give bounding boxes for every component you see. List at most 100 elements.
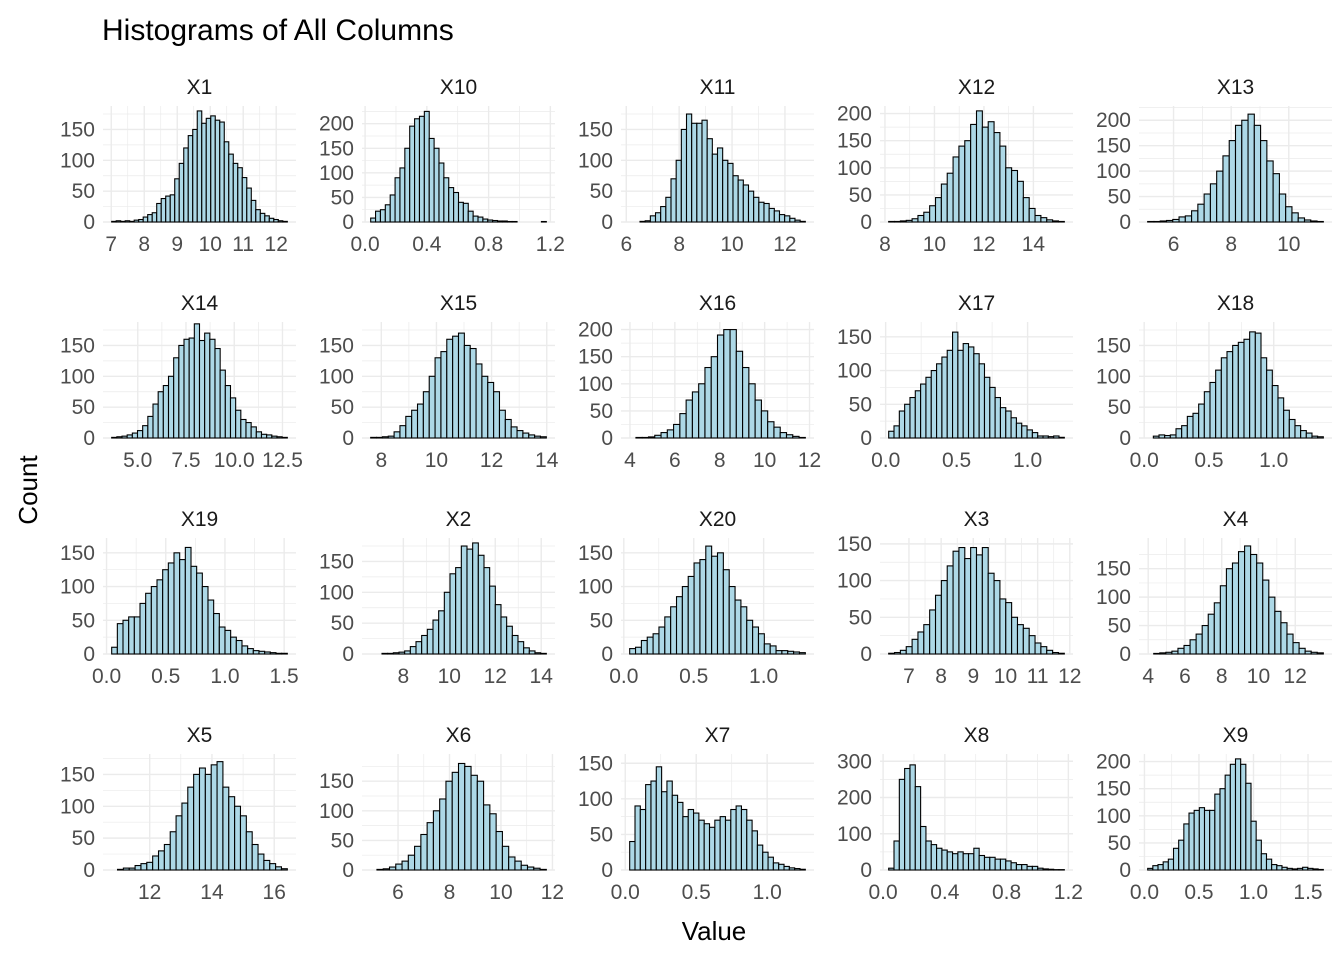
x-tick-label: 1.0 [753,881,782,904]
histogram-bar [1193,413,1199,438]
histogram-bar [661,433,667,438]
histogram-bar [1261,854,1266,870]
y-tick-label: 100 [1096,586,1131,609]
histogram-bar [674,424,680,438]
y-tick-label: 0 [1119,643,1131,666]
histogram-bar [1257,563,1263,654]
histogram-bar [725,820,730,870]
histogram-bar [377,437,383,438]
histogram-bar [471,775,477,870]
histogram-bar [176,816,182,870]
histogram-bar [1239,552,1245,654]
histogram-bar [773,863,778,870]
histogram-bar [1053,653,1059,654]
histogram-bar [741,607,747,654]
histogram-bar [1017,625,1023,654]
histogram-bar [1289,419,1295,438]
histogram-bar [498,221,503,222]
histogram-bar [1204,392,1210,438]
x-tick-label: 12 [1284,665,1307,688]
histogram-bar [947,350,952,438]
histogram-bar [1158,865,1163,870]
histogram-bar [180,560,186,654]
y-tick-label: 50 [1108,396,1131,419]
histogram-bar [789,868,794,870]
histogram-bar [912,219,918,222]
histogram-bar [769,208,774,222]
x-tick-label: 0.5 [679,665,708,688]
histogram-bar [1251,821,1256,870]
y-tick-label: 50 [1108,832,1131,855]
histogram-bar [256,210,261,222]
histogram-bar [524,648,530,654]
histogram-bar [175,179,180,222]
histogram-bar [710,827,715,870]
y-tick-label: 0 [1119,859,1131,882]
histogram-bar [723,570,729,654]
histogram-bar [112,221,117,222]
histogram-bar [182,803,188,870]
histogram-bar [390,867,396,870]
histogram-bar [889,431,894,438]
histogram-bar [1284,410,1290,438]
histogram-bar [678,802,683,870]
histogram-bar [1261,141,1267,222]
y-tick-label: 100 [319,162,354,185]
x-tick-label: 7 [903,665,915,688]
histogram-bar [1293,643,1299,654]
histogram-bar [490,586,496,654]
histogram-bar [151,587,157,654]
histogram-bar [653,634,659,654]
histogram-bar [793,436,799,438]
y-tick-label: 0 [1119,211,1131,234]
x-tick-label: 6 [1179,665,1191,688]
histogram-bar [755,400,761,438]
histogram-bar [215,349,220,438]
x-tick-label: 10 [1247,665,1270,688]
histogram-bar [1038,436,1043,438]
panel-title: X1 [187,76,213,99]
histogram-bar [231,637,237,654]
histogram-bar [202,123,207,222]
histogram-bar [1263,580,1269,654]
histogram-bar [1225,775,1230,870]
y-tick-label: 0 [601,427,613,450]
y-tick-label: 50 [849,184,872,207]
histogram-bar [947,852,952,870]
histogram-bar [941,184,947,222]
histogram-bar [982,548,988,654]
panel-title: X20 [699,508,736,531]
y-tick-label: 50 [1108,615,1131,638]
histogram-bar [718,148,723,222]
y-tick-label: 100 [578,149,613,172]
histogram-bar [763,852,768,870]
histogram-bar [768,422,774,438]
histogram-bar [1053,221,1059,222]
histogram-bar [1256,840,1261,870]
histogram-bar [444,178,449,222]
histogram-bar [434,148,439,222]
histogram-bar [786,435,792,438]
histogram-bar [423,392,429,438]
histogram-bar [1174,848,1179,870]
histogram-bar [1032,866,1037,870]
histogram-bar [1278,398,1284,438]
y-tick-label: 150 [837,130,872,153]
histogram-bar [630,842,635,870]
histogram-bar [230,398,235,438]
histogram-bar [1047,220,1053,222]
histogram-bar [1165,436,1171,438]
histogram-bar [724,330,730,438]
histogram-bar [646,785,651,870]
histogram-bar [424,111,429,222]
histogram-bar [193,129,198,222]
x-tick-label: 14 [530,665,554,688]
histogram-bar [688,810,693,870]
histogram-bar [647,637,653,654]
y-tick-label: 50 [72,609,95,632]
histogram-bar [1318,437,1324,438]
x-tick-label: 0.0 [92,665,121,688]
